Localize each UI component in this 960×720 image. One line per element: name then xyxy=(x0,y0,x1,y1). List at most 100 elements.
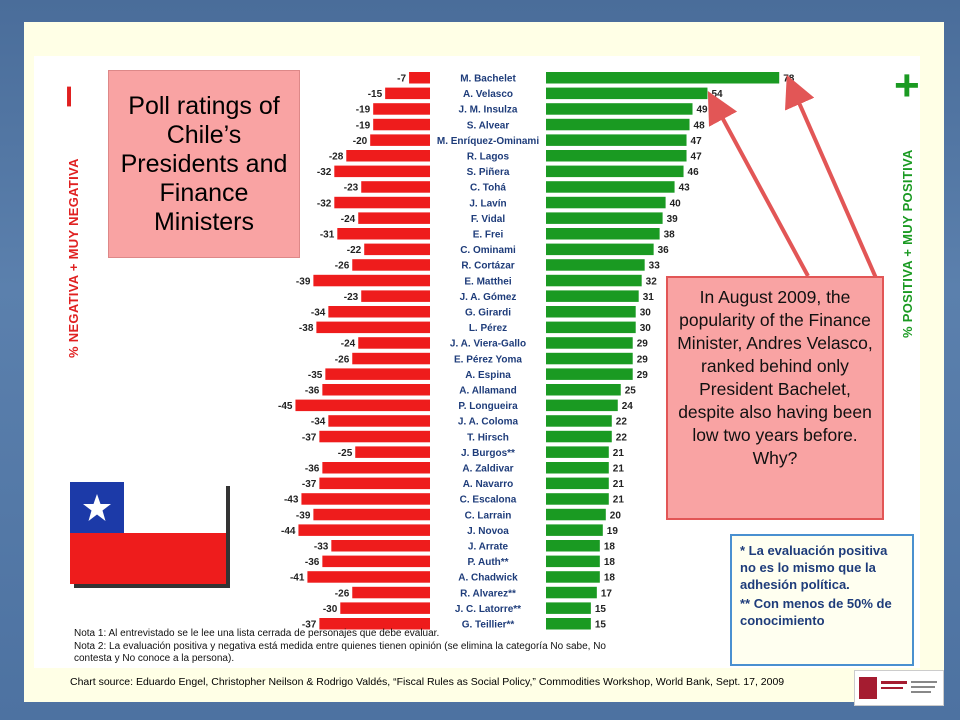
positive-bar xyxy=(546,446,609,458)
positive-value-label: 18 xyxy=(604,557,616,568)
positive-bar xyxy=(546,150,687,162)
negative-value-label: -26 xyxy=(335,261,350,272)
negative-bar xyxy=(346,150,430,162)
positive-value-label: 20 xyxy=(610,510,622,521)
positive-value-label: 38 xyxy=(664,230,676,241)
negative-bar xyxy=(340,602,430,614)
category-label: M. Bachelet xyxy=(460,74,516,85)
minus-symbol: – xyxy=(44,85,89,108)
category-label: A. Zaldivar xyxy=(462,464,513,475)
positive-bar xyxy=(546,586,597,599)
category-label: F. Vidal xyxy=(471,214,505,225)
positive-bar xyxy=(546,618,591,630)
positive-value-label: 30 xyxy=(640,323,652,334)
negative-value-label: -23 xyxy=(344,292,359,303)
plus-symbol: + xyxy=(894,61,920,110)
positive-value-label: 46 xyxy=(688,167,700,178)
nota-2b: contesta y No conoce a la persona). xyxy=(74,653,235,664)
positive-value-label: 39 xyxy=(667,214,679,225)
category-label: A. Navarro xyxy=(463,479,514,490)
category-label: P. Auth** xyxy=(467,557,508,568)
category-label: C. Tohá xyxy=(470,183,506,194)
negative-bar xyxy=(328,415,430,427)
negative-bar xyxy=(358,337,430,349)
positive-bar xyxy=(546,87,708,100)
negative-value-label: -38 xyxy=(299,323,314,334)
category-label: C. Ominami xyxy=(460,245,516,256)
positive-bar xyxy=(546,103,693,115)
category-label: C. Escalona xyxy=(460,495,517,506)
positive-bar xyxy=(546,290,639,302)
negative-value-label: -41 xyxy=(290,573,305,584)
category-label: R. Alvarez** xyxy=(460,588,516,599)
positive-bar xyxy=(546,337,633,349)
positive-value-label: 43 xyxy=(679,183,691,194)
category-label: J. A. Viera-Gallo xyxy=(450,339,526,350)
positive-value-label: 21 xyxy=(613,448,625,459)
negative-bar xyxy=(307,571,430,583)
positive-value-label: 18 xyxy=(604,542,616,553)
positive-bar xyxy=(546,321,636,334)
category-label: J. M. Insulza xyxy=(459,105,518,116)
negative-value-label: -30 xyxy=(323,604,338,615)
negative-bar xyxy=(313,274,430,287)
negative-bar xyxy=(355,446,430,458)
negative-value-label: -7 xyxy=(397,74,406,85)
positive-value-label: 32 xyxy=(646,276,658,287)
negative-bar xyxy=(373,103,430,115)
positive-bar xyxy=(546,181,675,193)
positive-value-label: 19 xyxy=(607,526,619,537)
positive-bar xyxy=(546,134,687,146)
negative-bar xyxy=(358,212,430,224)
negative-bar xyxy=(385,87,430,100)
positive-value-label: 21 xyxy=(613,479,625,490)
university-logo xyxy=(854,670,944,706)
category-label: M. Enríquez-Ominami xyxy=(437,136,539,147)
positive-value-label: 36 xyxy=(658,245,670,256)
category-label: A. Velasco xyxy=(463,89,513,100)
negative-value-label: -37 xyxy=(302,432,317,443)
negative-bar xyxy=(409,72,430,84)
negative-value-label: -36 xyxy=(305,386,320,397)
negative-value-label: -45 xyxy=(278,401,293,412)
positive-bar xyxy=(546,259,645,271)
category-label: J. Burgos** xyxy=(461,448,515,459)
negative-bar xyxy=(316,321,430,334)
positive-value-label: 54 xyxy=(711,89,723,100)
negative-bar xyxy=(313,508,430,521)
negative-bar xyxy=(319,618,430,630)
negative-bar xyxy=(322,384,430,396)
negative-bar xyxy=(298,524,430,536)
negative-axis-label: % NEGATIVA + MUY NEGATIVA xyxy=(66,158,81,358)
positive-value-label: 29 xyxy=(637,354,649,365)
negative-bar xyxy=(334,165,430,178)
negative-bar xyxy=(331,540,430,552)
positive-value-label: 29 xyxy=(637,370,649,381)
category-label: A. Chadwick xyxy=(458,573,518,584)
footnotes: Nota 1: Al entrevistado se le lee una li… xyxy=(74,628,734,666)
positive-value-label: 22 xyxy=(616,432,628,443)
positive-bar xyxy=(546,524,603,536)
negative-bar xyxy=(319,477,430,490)
positive-value-label: 31 xyxy=(643,292,655,303)
negative-bar xyxy=(352,586,430,599)
positive-bar xyxy=(546,352,633,365)
positive-value-label: 48 xyxy=(694,120,706,131)
positive-value-label: 29 xyxy=(637,339,649,350)
negative-value-label: -44 xyxy=(281,526,296,537)
positive-value-label: 40 xyxy=(670,198,682,209)
category-label: E. Matthei xyxy=(464,276,511,287)
nota-2a: Nota 2: La evaluación positiva y negativ… xyxy=(74,640,606,652)
positive-value-label: 47 xyxy=(691,152,703,163)
category-label: S. Alvear xyxy=(467,120,510,131)
positive-bar xyxy=(546,399,618,412)
negative-value-label: -23 xyxy=(344,183,359,194)
negative-value-label: -36 xyxy=(305,464,320,475)
category-label: E. Pérez Yoma xyxy=(454,354,522,365)
negative-value-label: -39 xyxy=(296,276,311,287)
positive-bar xyxy=(546,165,684,178)
positive-bar xyxy=(546,430,612,443)
positive-value-label: 47 xyxy=(691,136,703,147)
positive-value-label: 24 xyxy=(622,401,634,412)
positive-value-label: 21 xyxy=(613,495,625,506)
